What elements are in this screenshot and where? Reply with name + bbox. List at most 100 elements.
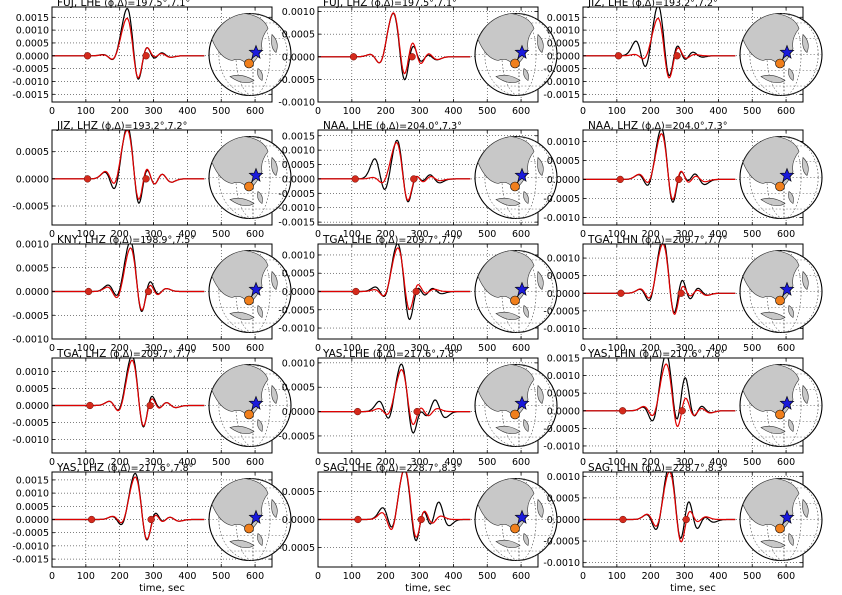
- panel-title: TGA, LHN (ϕ,Δ)=209.7°,7.7°: [587, 234, 727, 246]
- land-mass: [523, 533, 529, 546]
- panel-tga-lhe-7: 0 100 200 300 400 500 600 0.0010 0.0005 0.0000 -0.…: [278, 234, 558, 354]
- y-tick-label: -0.0015: [12, 90, 49, 101]
- y-tick-label: 0.0005: [547, 156, 580, 167]
- land-mass: [229, 311, 255, 321]
- land-mass: [788, 419, 794, 432]
- panel-title-station: FUJ, LHZ: [323, 0, 371, 9]
- phase-marker: [412, 287, 420, 296]
- x-tick-label: 0: [49, 457, 55, 468]
- x-tick-label: 600: [246, 106, 264, 117]
- y-tick-label: -0.0005: [543, 424, 580, 435]
- land-mass: [537, 498, 544, 518]
- x-tick-label: 500: [212, 229, 230, 240]
- y-tick-label: 0.0015: [16, 475, 49, 486]
- land-mass: [788, 68, 794, 81]
- phase-marker: [352, 287, 360, 296]
- y-tick-label: -0.0005: [278, 305, 315, 316]
- x-tick-label: 300: [144, 571, 162, 582]
- synthetic-trace: [52, 476, 205, 540]
- x-tick-label: 200: [111, 106, 129, 117]
- panel-title-station: JIZ, LHE: [587, 0, 632, 9]
- y-tick-label: -0.0005: [278, 543, 315, 554]
- y-tick-label: 0.0015: [282, 131, 315, 142]
- x-tick-label: 300: [675, 571, 693, 582]
- phase-marker: [675, 175, 683, 184]
- map-inset: [208, 135, 292, 220]
- map-inset: [739, 249, 823, 334]
- y-tick-label: 0.0005: [547, 271, 580, 282]
- land-mass: [271, 384, 278, 404]
- x-tick-label: 0: [315, 106, 321, 117]
- x-tick-label: 300: [675, 229, 693, 240]
- event-star-icon: [248, 44, 264, 59]
- y-tick-label: 0.0005: [547, 493, 580, 504]
- panel-title-angles: (ϕ,Δ)=193.2°,7.2°: [632, 0, 718, 9]
- y-tick-label: 0.0010: [547, 137, 580, 148]
- land-mass: [229, 74, 255, 84]
- x-tick-label: 0: [315, 571, 321, 582]
- panel-kny-lhz-6: 0 100 200 300 400 500 600 0.0010 0.0005 0.0000 -0.…: [12, 234, 292, 354]
- phase-marker: [617, 289, 625, 297]
- observed-trace: [52, 130, 205, 204]
- panel-naa-lhe-4: 0 100 200 300 400 500 600 0.0015 0.0010 0.0005 0.0…: [278, 120, 558, 240]
- panel-title: FUJ, LHZ (ϕ,Δ)=197.5°,7.1°: [323, 0, 457, 9]
- y-tick-label: 0.0005: [282, 383, 315, 394]
- y-tick-label: 0.0010: [16, 489, 49, 500]
- y-tick-label: -0.0010: [12, 77, 49, 88]
- land-mass: [760, 425, 786, 435]
- land-mass: [802, 384, 809, 404]
- phase-marker: [616, 175, 624, 184]
- y-tick-label: 0.0000: [282, 515, 315, 526]
- event-star-icon: [779, 395, 795, 410]
- x-tick-label: 300: [410, 571, 428, 582]
- x-tick-label: 300: [144, 229, 162, 240]
- land-mass: [495, 197, 521, 207]
- land-mass: [523, 191, 529, 204]
- x-tick-label: 200: [377, 343, 395, 354]
- phase-marker: [142, 175, 150, 183]
- panel-title-angles: (ϕ,Δ)=209.7°,7.7°: [110, 349, 196, 360]
- y-tick-label: 0.0000: [16, 51, 49, 62]
- x-tick-label: 400: [178, 571, 196, 582]
- phase-marker: [614, 52, 623, 60]
- y-tick-label: -0.0015: [278, 218, 315, 229]
- x-tick-label: 100: [608, 571, 626, 582]
- x-tick-label: 400: [178, 343, 196, 354]
- land-mass: [802, 270, 809, 290]
- land-mass: [271, 270, 278, 290]
- y-tick-label: 0.0000: [282, 287, 315, 298]
- panel-title-angles: (ϕ,Δ)=197.5°,7.1°: [371, 0, 457, 9]
- x-tick-label: 600: [246, 229, 264, 240]
- y-tick-label: 0.0000: [547, 175, 580, 186]
- x-tick-label: 400: [444, 571, 462, 582]
- event-star-icon: [248, 281, 264, 296]
- station-marker: [510, 409, 520, 420]
- x-tick-label: 300: [675, 106, 693, 117]
- land-mass: [537, 384, 544, 404]
- event-star-icon: [248, 395, 264, 410]
- land-mass: [271, 498, 278, 518]
- panel-title: KNY, LHZ (ϕ,Δ)=198.9°,7.5°: [57, 234, 195, 246]
- phase-marker: [619, 515, 627, 524]
- x-tick-label: 200: [642, 229, 660, 240]
- observed-trace: [318, 139, 471, 203]
- y-tick-label: 0.0000: [547, 515, 580, 526]
- x-tick-label: 600: [777, 571, 795, 582]
- land-mass: [495, 425, 521, 435]
- y-tick-label: -0.0010: [543, 558, 580, 569]
- x-tick-label: 200: [111, 457, 129, 468]
- event-star-icon: [779, 281, 795, 296]
- observed-trace: [318, 472, 471, 542]
- x-tick-label: 500: [478, 571, 496, 582]
- panel-title-station: TGA, LHN: [587, 234, 641, 246]
- observed-trace: [52, 472, 205, 541]
- y-tick-label: 0.0000: [547, 406, 580, 417]
- y-tick-label: -0.0010: [278, 98, 315, 109]
- map-inset: [474, 12, 558, 97]
- panel-title-angles: (ϕ,Δ)=197.5°,7.1°: [104, 0, 190, 9]
- y-tick-label: 0.0000: [282, 407, 315, 418]
- land-mass: [802, 498, 809, 518]
- panel-title-station: FUJ, LHE: [57, 0, 104, 9]
- phase-marker: [413, 407, 421, 416]
